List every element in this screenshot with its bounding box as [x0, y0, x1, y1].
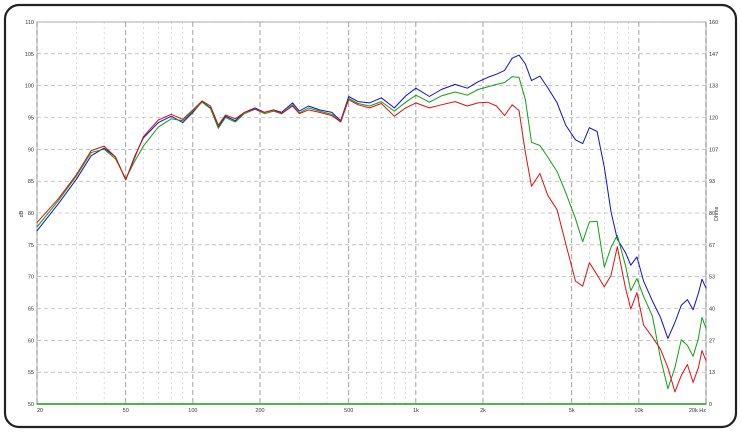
- y2-tick-label: 160: [709, 20, 718, 26]
- y-axis-title: dB: [19, 210, 25, 217]
- y2-tick-label: 120: [709, 116, 718, 122]
- x-tick-label: 5k: [569, 408, 575, 414]
- y2-tick-label: 67: [709, 243, 715, 249]
- x-tick-label: 20: [37, 408, 43, 414]
- series-line-3: [36, 99, 707, 393]
- y-tick-label: 70: [28, 275, 34, 281]
- y2-tick-label: 107: [709, 147, 718, 153]
- series-line-1: [36, 54, 707, 339]
- y-tick-label: 95: [28, 116, 34, 122]
- y-tick-label: 100: [25, 84, 34, 90]
- y2-tick-label: 80: [709, 211, 715, 217]
- y2-tick-label: 133: [709, 84, 718, 90]
- tick-labels: 50 55 60 65 70 75 80 85 90 95 100 105 110 0 13 27 40 53 67…: [25, 20, 718, 414]
- x-tick-label: 200: [255, 408, 264, 414]
- x-tick-label: 500: [344, 408, 353, 414]
- x-tick-label: 10k: [634, 408, 643, 414]
- y-tick-label: 80: [28, 211, 34, 217]
- x-tick-label: 100: [188, 408, 197, 414]
- y-tick-label: 90: [28, 147, 34, 153]
- y-tick-label: 105: [25, 52, 34, 58]
- y-tick-label: 55: [28, 370, 34, 376]
- y2-tick-label: 27: [709, 338, 715, 344]
- y2-tick-label: 93: [709, 179, 715, 185]
- y2-axis-title: Ohms: [714, 206, 720, 221]
- x-tick-label: 20k Hz: [689, 408, 706, 414]
- y-tick-label: 75: [28, 243, 34, 249]
- y-tick-label: 85: [28, 179, 34, 185]
- y-tick-label: 50: [28, 402, 34, 408]
- y2-tick-label: 13: [709, 370, 715, 376]
- y2-tick-label: 147: [709, 52, 718, 58]
- plot-area: [36, 21, 707, 405]
- y-tick-label: 65: [28, 307, 34, 313]
- y-tick-label: 60: [28, 338, 34, 344]
- x-tick-label: 2k: [480, 408, 486, 414]
- y-tick-label: 110: [25, 20, 34, 26]
- series-layer: [36, 54, 707, 405]
- y2-tick-label: 0: [709, 402, 712, 408]
- x-tick-label: 1k: [413, 408, 419, 414]
- series-line-2: [36, 76, 707, 390]
- y2-tick-label: 40: [709, 307, 715, 313]
- x-tick-label: 50: [123, 408, 129, 414]
- y2-tick-label: 53: [709, 275, 715, 281]
- grid: [36, 21, 707, 405]
